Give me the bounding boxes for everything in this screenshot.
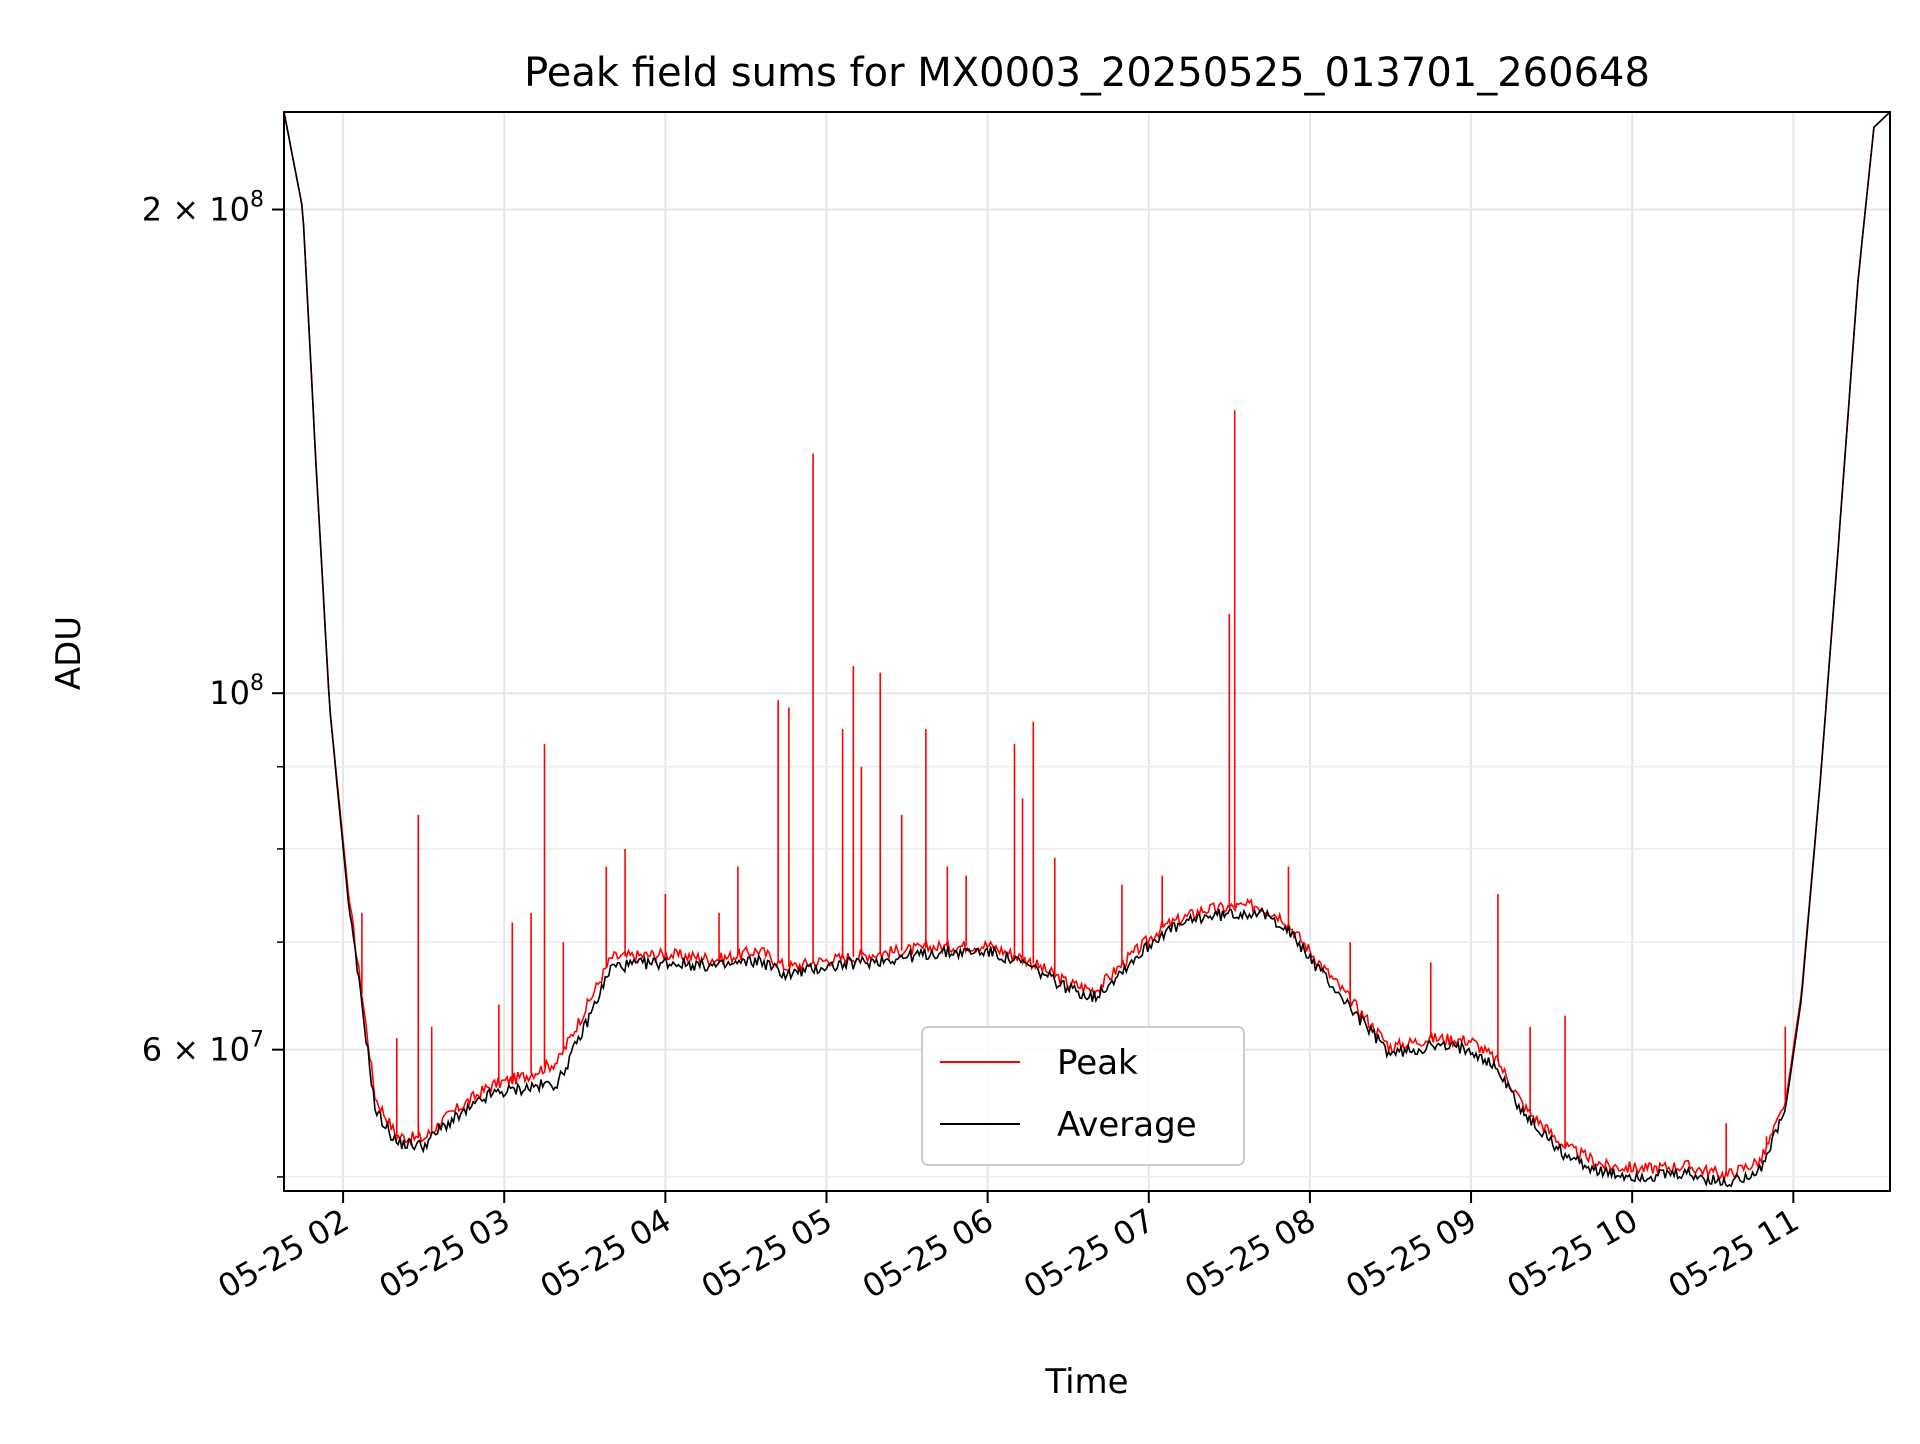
y-tick-label: 2 × 108 bbox=[142, 188, 264, 229]
series-line-peak bbox=[284, 112, 1890, 1181]
x-axis-label: Time bbox=[1044, 1362, 1128, 1402]
plot-frame bbox=[283, 111, 1891, 1192]
grid bbox=[284, 112, 1890, 1191]
legend-label-peak: Peak bbox=[1057, 1043, 1138, 1083]
series-line-average bbox=[284, 112, 1890, 1188]
y-tick-label: 108 bbox=[209, 671, 264, 712]
y-tick-label: 6 × 107 bbox=[142, 1028, 264, 1069]
legend-label-average: Average bbox=[1057, 1105, 1197, 1145]
y-axis-label: ADU bbox=[49, 616, 89, 690]
series-layer bbox=[284, 112, 1890, 1188]
legend: Peak Average bbox=[921, 1026, 1245, 1166]
chart-title: Peak field sums for MX0003_20250525_0137… bbox=[524, 50, 1650, 96]
